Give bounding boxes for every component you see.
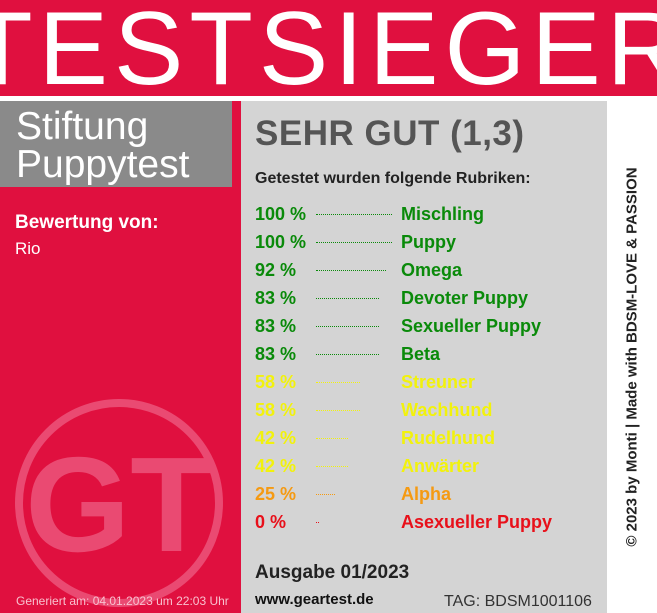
category-percent: 58 %: [255, 371, 297, 392]
category-name: Rudelhund: [401, 427, 495, 448]
category-percent: 42 %: [255, 427, 297, 448]
category-score-leader: [316, 297, 380, 299]
edition-label: Ausgabe 01/2023: [255, 562, 410, 583]
category-score-leader: [316, 269, 386, 271]
category-percent: 25 %: [255, 483, 297, 504]
category-percent: 83 %: [255, 315, 297, 336]
category-row: 0 % Asexueller Puppy: [255, 508, 552, 536]
category-percent: 83 %: [255, 343, 297, 364]
category-score-leader: [316, 493, 335, 495]
category-percent: 92 %: [255, 259, 297, 280]
credit-text: © 2023 by Monti | Made with BDSM-LOVE & …: [623, 167, 641, 547]
category-name: Anwärter: [401, 455, 480, 476]
rating-value: Rio: [15, 239, 41, 258]
category-name: Wachhund: [401, 399, 493, 420]
category-score-leader: [316, 325, 380, 327]
category-score-leader: [316, 353, 380, 355]
category-name: Streuner: [401, 371, 476, 392]
category-percent: 83 %: [255, 287, 297, 308]
category-row: 83 % Sexueller Puppy: [255, 312, 552, 340]
category-percent: 100 %: [255, 231, 307, 252]
category-score-leader: [316, 465, 348, 467]
category-row: 83 % Beta: [255, 340, 552, 368]
category-row: 100 % Mischling: [255, 200, 552, 228]
category-row: 83 % Devoter Puppy: [255, 284, 552, 312]
category-score-leader: [316, 241, 392, 243]
gt-logo-icon: GT: [15, 399, 223, 607]
generated-timestamp: Generiert am: 04.01.2023 um 22:03 Uhr: [16, 594, 229, 608]
category-row: 25 % Alpha: [255, 480, 552, 508]
category-name: Beta: [401, 343, 441, 364]
category-percent: 0 %: [255, 511, 287, 532]
rating-label: Bewertung von:: [15, 212, 159, 233]
brand-box: Stiftung Puppytest: [0, 101, 232, 187]
category-name: Alpha: [401, 483, 452, 504]
category-score-leader: [316, 521, 319, 523]
brand-line-2: Puppytest: [16, 143, 190, 186]
categories-intro: Getestet wurden folgende Rubriken:: [255, 170, 531, 187]
brand-line-1: Stiftung: [16, 105, 149, 148]
category-name: Puppy: [401, 231, 457, 252]
headline-divider: [0, 96, 657, 101]
category-score-leader: [316, 409, 361, 411]
category-row: 92 % Omega: [255, 256, 552, 284]
category-name: Mischling: [401, 203, 485, 224]
category-row: 100 % Puppy: [255, 228, 552, 256]
category-score-leader: [316, 381, 361, 383]
category-score-leader: [316, 437, 348, 439]
category-list: 100 % Mischling 100 % Puppy 92 % Omega 83 % Dev…: [255, 200, 552, 536]
credit-strip: © 2023 by Monti | Made with BDSM-LOVE & …: [607, 101, 657, 613]
grade-heading: SEHR GUT (1,3): [255, 114, 525, 153]
website-link[interactable]: www.geartest.de: [255, 591, 374, 608]
category-score-leader: [316, 213, 392, 215]
category-row: 42 % Rudelhund: [255, 424, 552, 452]
category-name: Omega: [401, 259, 463, 280]
category-name: Sexueller Puppy: [401, 315, 542, 336]
results-panel: SEHR GUT (1,3) Getestet wurden folgende …: [241, 101, 607, 613]
category-percent: 58 %: [255, 399, 297, 420]
category-row: 42 % Anwärter: [255, 452, 552, 480]
logo-text: GT: [25, 429, 212, 580]
category-row: 58 % Streuner: [255, 368, 552, 396]
category-name: Asexueller Puppy: [401, 511, 553, 532]
category-percent: 100 %: [255, 203, 307, 224]
category-name: Devoter Puppy: [401, 287, 529, 308]
tag-id: TAG: BDSM1001106: [444, 593, 592, 610]
category-row: 58 % Wachhund: [255, 396, 552, 424]
testsieger-headline: TESTSIEGER: [0, 0, 657, 107]
category-percent: 42 %: [255, 455, 297, 476]
